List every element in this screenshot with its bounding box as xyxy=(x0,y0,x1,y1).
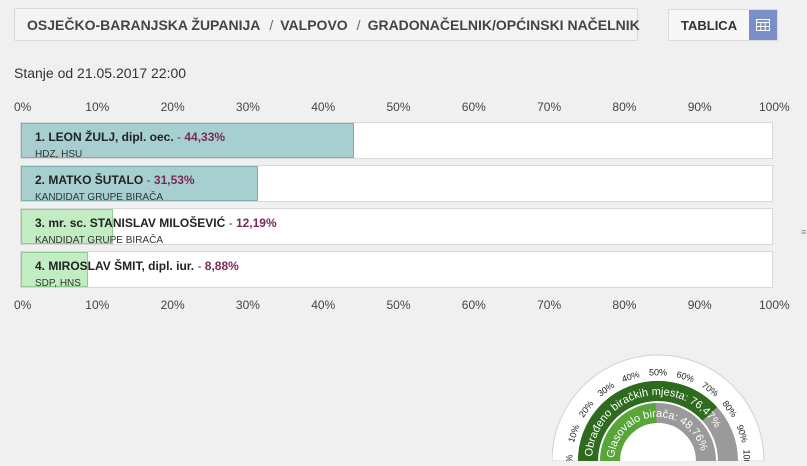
candidate-dash: - xyxy=(143,173,154,187)
candidate-dash: - xyxy=(173,130,185,144)
status-timestamp: Stanje od 21.05.2017 22:00 xyxy=(14,65,187,81)
candidate-row[interactable]: 2. MATKO ŠUTALO - 31,53% KANDIDAT GRUPE B… xyxy=(20,165,773,203)
axis-tick-label: 20% xyxy=(160,100,185,114)
candidate-percent: 31,53% xyxy=(153,173,195,187)
axis-tick-label: 20% xyxy=(160,298,185,312)
gauge-inner-value xyxy=(600,403,658,462)
candidate-percent: 12,19% xyxy=(235,216,277,230)
table-grid-icon[interactable] xyxy=(748,10,777,40)
axis-tick-label: 80% xyxy=(612,100,637,114)
axis-tick-label: 60% xyxy=(461,298,486,312)
axis-tick-label: 60% xyxy=(461,100,486,114)
axis-tick-label: 0% xyxy=(14,298,32,312)
axis-tick-label: 100% xyxy=(759,298,790,312)
scrollbar-handle[interactable]: ≡ xyxy=(801,227,807,237)
axis-top: 0% 10% 20% 30% 40% 50% 60% 70% 80% 90% 100% xyxy=(14,100,790,116)
gauge-tick-label: 100% xyxy=(742,449,752,461)
candidate-dash: - xyxy=(225,216,236,230)
axis-tick-label: 50% xyxy=(386,298,411,312)
breadcrumb-separator: / xyxy=(356,16,361,33)
axis-tick-label: 50% xyxy=(386,100,411,114)
axis-tick-label: 10% xyxy=(85,298,110,312)
candidate-party: KANDIDAT GRUPE BIRAČA xyxy=(35,192,163,203)
turnout-gauge: Obrađeno biračkih mjesta: 76,47% Glasoval… xyxy=(551,329,788,466)
candidate-label: 1. LEON ŽULJ, dipl. oec. - 44,33% HDZ, HS… xyxy=(35,128,225,160)
axis-tick-label: 10% xyxy=(85,100,110,114)
candidate-percent: 44,33% xyxy=(184,130,226,144)
gauge-tick-label: 0% xyxy=(564,454,574,461)
axis-tick-label: 80% xyxy=(612,298,637,312)
candidate-dash: - xyxy=(194,259,205,273)
axis-tick-label: 40% xyxy=(311,100,336,114)
axis-tick-label: 30% xyxy=(235,100,260,114)
candidate-name: 2. MATKO ŠUTALO xyxy=(35,173,144,187)
axis-tick-label: 40% xyxy=(311,298,336,312)
axis-tick-label: 70% xyxy=(537,298,562,312)
candidate-name: 3. mr. sc. STANISLAV MILOŠEVIĆ xyxy=(35,216,226,230)
gauge-center xyxy=(621,424,695,461)
candidate-name: 1. LEON ŽULJ, dipl. oec. xyxy=(35,130,174,144)
gauge-outer-value xyxy=(578,381,718,462)
axis-tick-label: 0% xyxy=(14,100,32,114)
axis-tick-label: 100% xyxy=(759,100,790,114)
candidate-bar xyxy=(21,209,113,244)
candidate-row[interactable]: 3. mr. sc. STANISLAV MILOŠEVIĆ - 12,19% K… xyxy=(20,208,773,246)
table-view-label: TABLICA xyxy=(681,17,738,33)
breadcrumb-county[interactable]: OSJEČKO-BARANJSKA ŽUPANIJA xyxy=(27,16,261,33)
candidate-name: 4. MIROSLAV ŠMIT, dipl. iur. xyxy=(35,259,195,273)
gauge-tick-label: 50% xyxy=(649,367,667,377)
axis-tick-label: 70% xyxy=(537,100,562,114)
candidate-party: HDZ, HSU xyxy=(35,149,83,160)
candidate-party: KANDIDAT GRUPE BIRAČA xyxy=(35,235,163,246)
table-view-button[interactable]: TABLICA xyxy=(668,9,778,41)
breadcrumb-city[interactable]: VALPOVO xyxy=(280,16,348,33)
candidate-row[interactable]: 1. LEON ŽULJ, dipl. oec. - 44,33% HDZ, HS… xyxy=(20,122,773,160)
axis-tick-label: 90% xyxy=(687,298,712,312)
candidate-bar xyxy=(21,123,354,158)
axis-bottom: 0% 10% 20% 30% 40% 50% 60% 70% 80% 90% 100% xyxy=(14,298,790,314)
axis-tick-label: 90% xyxy=(687,100,712,114)
candidate-bar xyxy=(21,166,258,201)
candidate-row[interactable]: 4. MIROSLAV ŠMIT, dipl. iur. - 8,88% SDP,… xyxy=(20,251,773,289)
candidate-label: 3. mr. sc. STANISLAV MILOŠEVIĆ - 12,19% K… xyxy=(35,214,277,246)
breadcrumb: OSJEČKO-BARANJSKA ŽUPANIJA / VALPOVO / G… xyxy=(14,8,640,41)
candidate-label: 4. MIROSLAV ŠMIT, dipl. iur. - 8,88% SDP,… xyxy=(35,257,239,289)
candidate-label: 2. MATKO ŠUTALO - 31,53% KANDIDAT GRUPE B… xyxy=(35,171,195,203)
breadcrumb-separator: / xyxy=(269,16,274,33)
axis-tick-label: 30% xyxy=(235,298,260,312)
candidate-percent: 8,88% xyxy=(204,259,239,273)
candidate-bar xyxy=(21,252,88,287)
breadcrumb-office[interactable]: GRADONAČELNIK/OPĆINSKI NAČELNIK xyxy=(367,16,640,33)
candidate-party: SDP, HNS xyxy=(35,278,81,289)
